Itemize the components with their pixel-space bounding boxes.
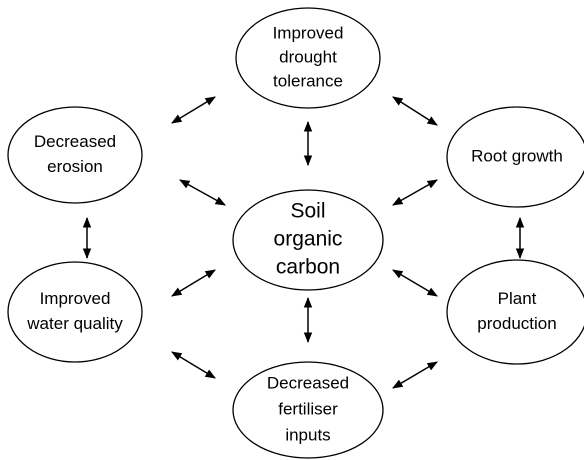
arrow — [171, 351, 216, 379]
node-label: organic — [274, 228, 343, 251]
node — [7, 261, 143, 363]
node — [232, 189, 384, 291]
node-label: Decreased — [34, 132, 116, 151]
arrow — [392, 96, 438, 126]
node-label: Improved — [273, 23, 344, 42]
node — [235, 7, 381, 109]
node-label: water quality — [26, 314, 123, 333]
node — [7, 106, 143, 204]
arrow — [179, 179, 226, 206]
node-label: carbon — [276, 256, 340, 279]
node — [446, 106, 584, 208]
node-label: Improved — [40, 289, 111, 308]
node-label: fertiliser — [278, 399, 338, 418]
arrow — [171, 96, 216, 124]
node-label: erosion — [47, 157, 103, 176]
arrow — [392, 269, 438, 297]
node-label: tolerance — [273, 71, 343, 90]
arrows — [82, 96, 525, 389]
node-label: production — [477, 314, 556, 333]
node-label: drought — [279, 47, 337, 66]
arrow — [392, 361, 438, 389]
node — [232, 361, 384, 459]
node-label: Root growth — [471, 146, 563, 165]
node-label: Decreased — [267, 373, 349, 392]
node-label: inputs — [285, 425, 330, 444]
arrow — [392, 179, 438, 206]
arrow — [171, 269, 216, 297]
node — [446, 259, 584, 365]
node-label: Plant — [498, 289, 537, 308]
node-label: Soil — [290, 200, 325, 223]
